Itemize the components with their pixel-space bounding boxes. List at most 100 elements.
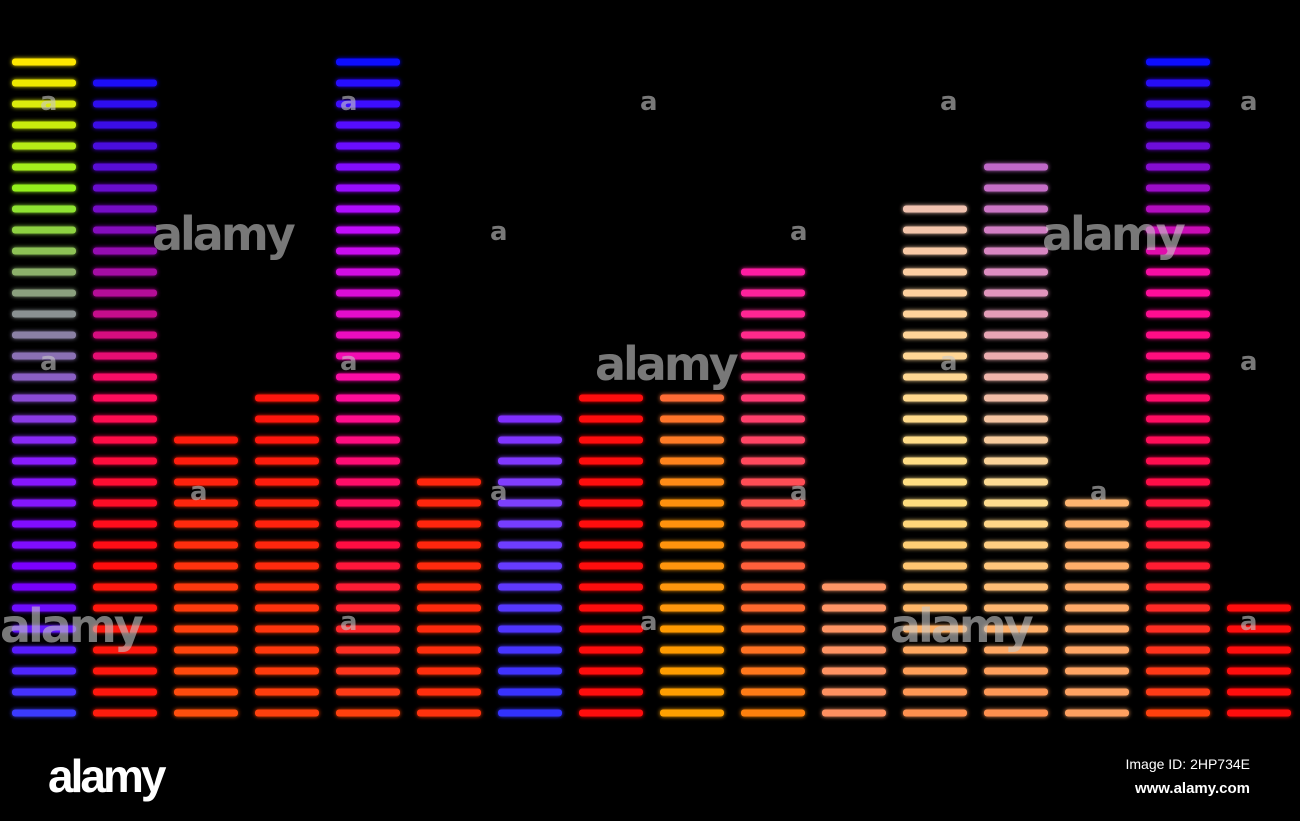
segment xyxy=(903,226,967,234)
segment xyxy=(1146,541,1210,549)
segment xyxy=(93,646,157,654)
segment xyxy=(255,583,319,591)
segment xyxy=(903,247,967,255)
segment xyxy=(1227,667,1291,675)
segment xyxy=(741,352,805,360)
site: www.alamy.com xyxy=(1134,780,1250,797)
segment xyxy=(1065,709,1129,717)
segment xyxy=(579,625,643,633)
segment xyxy=(93,583,157,591)
segment xyxy=(822,667,886,675)
segment xyxy=(255,562,319,570)
watermark: a xyxy=(1240,347,1258,377)
segment xyxy=(903,289,967,297)
segment xyxy=(93,331,157,339)
segment xyxy=(1146,688,1210,696)
segment xyxy=(984,205,1048,213)
segment xyxy=(12,541,76,549)
segment xyxy=(822,688,886,696)
segment xyxy=(660,499,724,507)
segment xyxy=(660,562,724,570)
segment xyxy=(1146,625,1210,633)
segment xyxy=(417,646,481,654)
segment xyxy=(255,688,319,696)
segment xyxy=(903,625,967,633)
segment xyxy=(1146,163,1210,171)
watermark: a xyxy=(1240,87,1258,117)
watermark: alamy xyxy=(152,207,296,261)
segment xyxy=(12,520,76,528)
segment xyxy=(336,541,400,549)
segment xyxy=(336,436,400,444)
segment xyxy=(660,688,724,696)
watermark: alamy xyxy=(890,599,1034,653)
segment xyxy=(12,352,76,360)
segment xyxy=(255,625,319,633)
segment xyxy=(93,247,157,255)
segment xyxy=(903,373,967,381)
segment xyxy=(12,562,76,570)
segment xyxy=(579,394,643,402)
watermark: a xyxy=(790,217,808,247)
segment xyxy=(93,394,157,402)
segment xyxy=(255,520,319,528)
segment xyxy=(174,541,238,549)
segment xyxy=(579,415,643,423)
segment xyxy=(984,646,1048,654)
segment xyxy=(1146,331,1210,339)
segment xyxy=(1146,436,1210,444)
segment xyxy=(12,79,76,87)
segment xyxy=(336,520,400,528)
segment xyxy=(1146,205,1210,213)
segment xyxy=(255,709,319,717)
segment xyxy=(984,478,1048,486)
segment xyxy=(93,289,157,297)
segment xyxy=(741,541,805,549)
watermark: a xyxy=(790,477,808,507)
segment xyxy=(174,562,238,570)
segment xyxy=(1065,625,1129,633)
segment xyxy=(255,604,319,612)
segment xyxy=(579,709,643,717)
segment xyxy=(12,583,76,591)
segment xyxy=(336,268,400,276)
segment xyxy=(984,310,1048,318)
segment xyxy=(984,625,1048,633)
watermark: a xyxy=(340,87,358,117)
segment xyxy=(336,310,400,318)
segment xyxy=(1146,520,1210,528)
segment xyxy=(417,541,481,549)
segment xyxy=(984,352,1048,360)
segment xyxy=(1146,478,1210,486)
segment xyxy=(174,604,238,612)
segment xyxy=(579,478,643,486)
segment xyxy=(984,541,1048,549)
segment xyxy=(660,457,724,465)
segment xyxy=(1065,583,1129,591)
segment xyxy=(1065,646,1129,654)
segment xyxy=(93,121,157,129)
segment xyxy=(336,394,400,402)
segment xyxy=(417,520,481,528)
segment xyxy=(336,226,400,234)
segment xyxy=(12,415,76,423)
segment xyxy=(336,58,400,66)
segment xyxy=(1146,100,1210,108)
segment xyxy=(174,457,238,465)
segment xyxy=(741,373,805,381)
segment xyxy=(1146,142,1210,150)
segment xyxy=(12,205,76,213)
segment xyxy=(12,289,76,297)
segment xyxy=(984,457,1048,465)
logo: alamy xyxy=(48,750,167,802)
segment xyxy=(255,436,319,444)
segment xyxy=(255,415,319,423)
segment xyxy=(12,121,76,129)
segment xyxy=(12,646,76,654)
segment xyxy=(984,604,1048,612)
segment xyxy=(903,352,967,360)
segment xyxy=(336,373,400,381)
segment xyxy=(579,667,643,675)
segment xyxy=(903,709,967,717)
